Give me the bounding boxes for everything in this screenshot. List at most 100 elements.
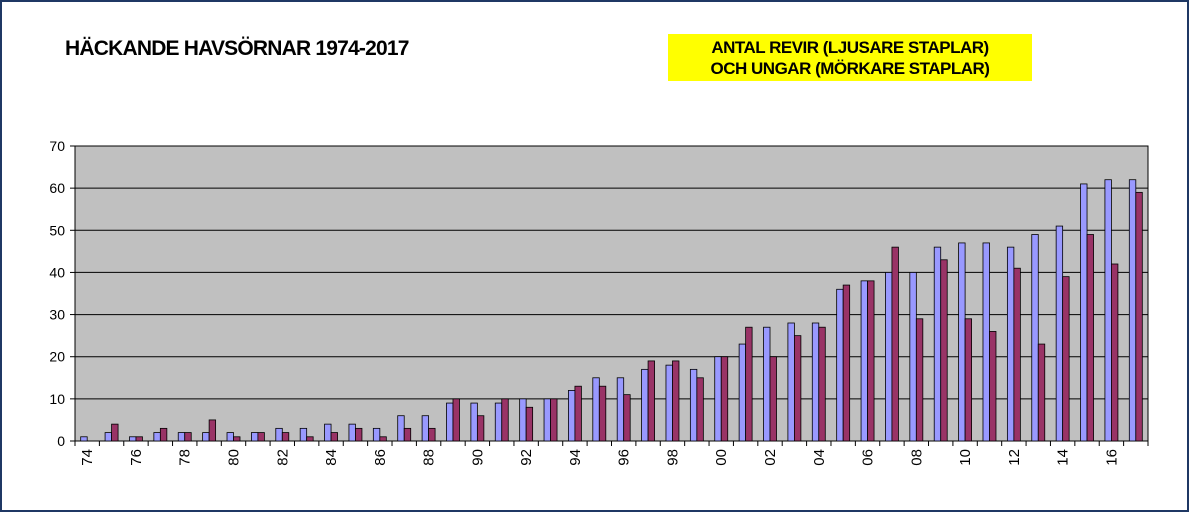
x-tick-label: 16 [1103,449,1120,466]
bar [233,436,241,442]
bar [275,427,283,442]
y-tick-label: 40 [49,264,65,280]
bar [250,432,259,442]
bar [1031,234,1039,442]
bar [306,436,314,442]
x-tick-label: 08 [908,449,925,466]
bar [989,331,997,442]
bar [494,402,503,442]
x-tick-label: 98 [664,449,681,466]
bar [842,284,851,442]
x-tick-label: 76 [128,449,145,466]
bar [616,377,625,442]
y-tick-label: 10 [49,391,65,407]
bar [129,436,137,442]
x-tick-label: 00 [713,449,730,466]
bar [738,343,747,442]
y-tick-label: 60 [49,180,65,196]
x-tick-label: 88 [421,449,438,466]
bar [379,436,387,442]
annotation: OCH UNGAR (MÖRKARE STAPLAR) [711,59,990,78]
bar [623,394,631,442]
bar [324,423,332,442]
y-tick-label: 20 [49,349,65,365]
bar [696,377,704,442]
bar [428,427,436,442]
bar [355,427,363,442]
bar [915,318,924,442]
x-tick-label: 90 [469,449,486,466]
bar [446,402,454,442]
bar [135,436,143,442]
bar [641,368,649,442]
bar [1135,191,1143,442]
y-tick-label: 70 [49,138,65,154]
bar [672,360,680,442]
bar [111,423,119,442]
bar [421,415,430,442]
x-tick-label: 74 [79,449,96,466]
x-tick-label: 96 [616,449,633,466]
x-tick-label: 86 [372,449,389,466]
bar [860,280,868,442]
bar [568,390,576,442]
bar [525,406,534,442]
bar [208,419,217,442]
bar [1111,263,1119,442]
x-tick-label: 92 [518,449,535,466]
bar [665,364,673,442]
x-tick-label: 10 [957,449,974,466]
x-tick-label: 06 [860,449,877,466]
annotation-box [668,34,1032,81]
x-tick-label: 82 [274,449,291,466]
bar [348,423,356,442]
y-tick-label: 30 [49,307,65,323]
bar [720,356,729,442]
bar [104,432,112,442]
bar [598,385,607,442]
bar [867,280,875,442]
bar [452,398,460,442]
bar [470,402,478,442]
x-tick-label: 14 [1055,449,1072,466]
bar [811,322,820,442]
bar [1086,234,1094,442]
bar [543,398,551,442]
bar [281,432,290,442]
bar [80,436,88,442]
bar [714,356,722,442]
bar [159,427,168,442]
annotation: ANTAL REVIR (LJUSARE STAPLAR) [711,38,988,57]
bar [958,242,966,442]
x-tick-label: 84 [323,449,340,466]
x-tick-label: 78 [177,449,194,466]
bar [184,432,192,442]
bar [153,432,161,442]
bar [787,322,795,442]
bar [885,272,893,442]
bar [689,368,698,442]
bar [940,259,948,442]
bar [257,432,265,442]
bar [476,415,485,442]
x-tick-label: 02 [762,449,779,466]
bar [891,246,899,442]
bar [1013,267,1021,442]
bar [519,398,527,442]
bar [1055,225,1064,442]
x-tick-label: 12 [1006,449,1023,466]
bar [226,432,234,442]
bar [982,242,990,442]
bar [397,415,405,442]
bar [202,432,210,442]
bar [299,427,308,442]
bar [836,288,844,442]
bar [818,326,826,442]
bar [909,272,917,442]
bar [177,432,186,442]
bar [933,246,942,442]
bar [793,335,802,442]
bar [501,398,509,442]
